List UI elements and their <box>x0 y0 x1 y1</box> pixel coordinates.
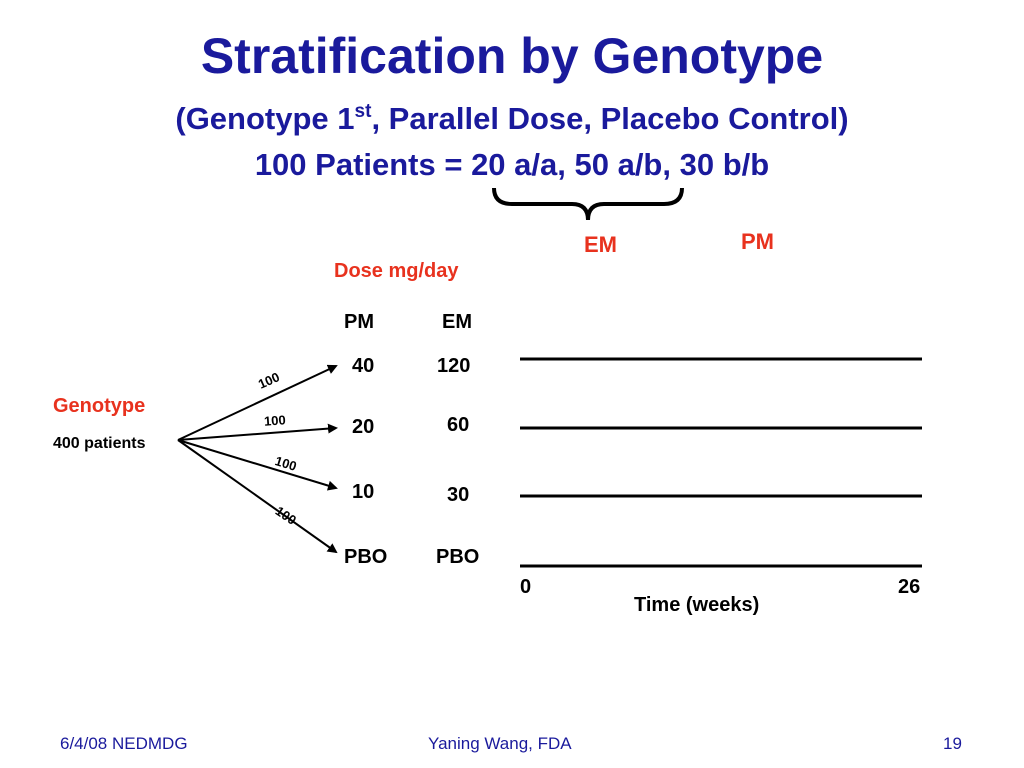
slide-subtitle: (Genotype 1st, Parallel Dose, Placebo Co… <box>0 100 1024 137</box>
subtitle-superscript: st <box>354 101 372 122</box>
arm4-em-dose: PBO <box>436 546 480 568</box>
patients-count-label: 400 patients <box>53 435 146 452</box>
arm3-em-dose: 30 <box>447 484 470 506</box>
patients-line: 100 Patients = 20 a/a, 50 a/b, 30 b/b <box>254 147 770 182</box>
arm1-pm-dose: 40 <box>352 355 375 377</box>
time-axis-label: Time (weeks) <box>634 594 760 616</box>
arm2-em-dose: 60 <box>447 414 470 436</box>
footer-page-number: 19 <box>943 734 962 753</box>
column-header-em: EM <box>442 311 472 333</box>
branch-arrow-3 <box>177 439 338 491</box>
arm2-pm-dose: 20 <box>352 416 375 438</box>
slide-title: Stratification by Genotype <box>200 28 824 84</box>
em-brace <box>492 187 684 221</box>
time-end-label: 26 <box>898 576 921 598</box>
footer-date: 6/4/08 NEDMDG <box>60 734 188 753</box>
branch-arrow-1 <box>177 364 338 441</box>
genotype-label: Genotype <box>53 395 146 417</box>
branch-arrow-4 <box>177 439 338 554</box>
subtitle-part2: , Parallel Dose, Placebo Control) <box>371 101 849 136</box>
branch-count-2: 100 <box>263 412 287 429</box>
arm4-pm-dose: PBO <box>344 546 388 568</box>
footer-author: Yaning Wang, FDA <box>428 734 572 753</box>
branch-arrow-2 <box>177 423 338 441</box>
dose-header: Dose mg/day <box>334 260 459 282</box>
brace-em-label: EM <box>584 232 617 257</box>
arm3-pm-dose: 10 <box>352 481 375 503</box>
time-start-label: 0 <box>520 576 532 598</box>
arm1-em-dose: 120 <box>437 355 471 377</box>
pm-label: PM <box>741 229 774 254</box>
subtitle-part1: (Genotype 1 <box>175 101 355 136</box>
column-header-pm: PM <box>344 311 374 333</box>
